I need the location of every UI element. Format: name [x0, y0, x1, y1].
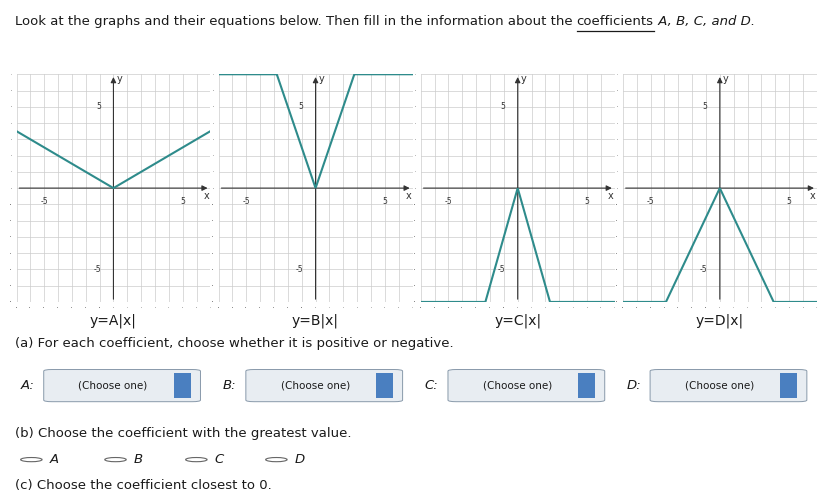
Text: y=D|x|: y=D|x|: [695, 313, 744, 328]
Text: A:: A:: [21, 379, 35, 392]
Text: 5: 5: [382, 198, 387, 206]
Text: x: x: [607, 192, 613, 201]
Text: x: x: [203, 192, 209, 201]
Text: D:: D:: [627, 379, 642, 392]
Text: A: A: [50, 453, 59, 466]
Text: C: C: [214, 453, 224, 466]
Text: -5: -5: [700, 265, 707, 274]
Text: (b) Choose the coefficient with the greatest value.: (b) Choose the coefficient with the grea…: [15, 428, 351, 441]
FancyBboxPatch shape: [174, 373, 191, 398]
Text: (a) For each coefficient, choose whether it is positive or negative.: (a) For each coefficient, choose whether…: [15, 338, 454, 350]
Text: 5: 5: [500, 102, 505, 111]
Text: -5: -5: [295, 265, 303, 274]
Text: A, B, C, and D.: A, B, C, and D.: [653, 15, 755, 28]
Text: y: y: [117, 74, 123, 84]
Text: B: B: [134, 453, 143, 466]
Text: -5: -5: [647, 198, 654, 206]
Text: (Choose one): (Choose one): [685, 381, 754, 391]
Text: x: x: [405, 192, 411, 201]
Text: 5: 5: [180, 198, 185, 206]
Text: y: y: [724, 74, 729, 84]
Text: y=B|x|: y=B|x|: [292, 313, 339, 328]
FancyBboxPatch shape: [650, 369, 807, 402]
Text: -5: -5: [40, 198, 48, 206]
Text: -5: -5: [243, 198, 250, 206]
Text: coefficients: coefficients: [577, 15, 653, 28]
FancyBboxPatch shape: [44, 369, 200, 402]
FancyBboxPatch shape: [376, 373, 393, 398]
Text: y: y: [319, 74, 325, 84]
Text: 5: 5: [584, 198, 589, 206]
Text: (Choose one): (Choose one): [280, 381, 350, 391]
Text: C:: C:: [425, 379, 439, 392]
Text: -5: -5: [445, 198, 452, 206]
FancyBboxPatch shape: [246, 369, 403, 402]
FancyBboxPatch shape: [448, 369, 605, 402]
Text: (c) Choose the coefficient closest to 0.: (c) Choose the coefficient closest to 0.: [15, 479, 271, 492]
Text: B:: B:: [223, 379, 237, 392]
Text: (Choose one): (Choose one): [78, 381, 148, 391]
Text: 5: 5: [96, 102, 101, 111]
Text: 5: 5: [298, 102, 303, 111]
Text: (Choose one): (Choose one): [483, 381, 552, 391]
FancyBboxPatch shape: [578, 373, 595, 398]
Text: -5: -5: [497, 265, 505, 274]
Text: x: x: [809, 192, 815, 201]
Text: y=C|x|: y=C|x|: [494, 313, 541, 328]
FancyBboxPatch shape: [780, 373, 797, 398]
Text: 5: 5: [786, 198, 791, 206]
Text: 5: 5: [702, 102, 707, 111]
Text: y=A|x|: y=A|x|: [90, 313, 137, 328]
Text: D: D: [295, 453, 304, 466]
Text: y: y: [521, 74, 527, 84]
Text: -5: -5: [93, 265, 101, 274]
Text: Look at the graphs and their equations below. Then fill in the information about: Look at the graphs and their equations b…: [15, 15, 577, 28]
